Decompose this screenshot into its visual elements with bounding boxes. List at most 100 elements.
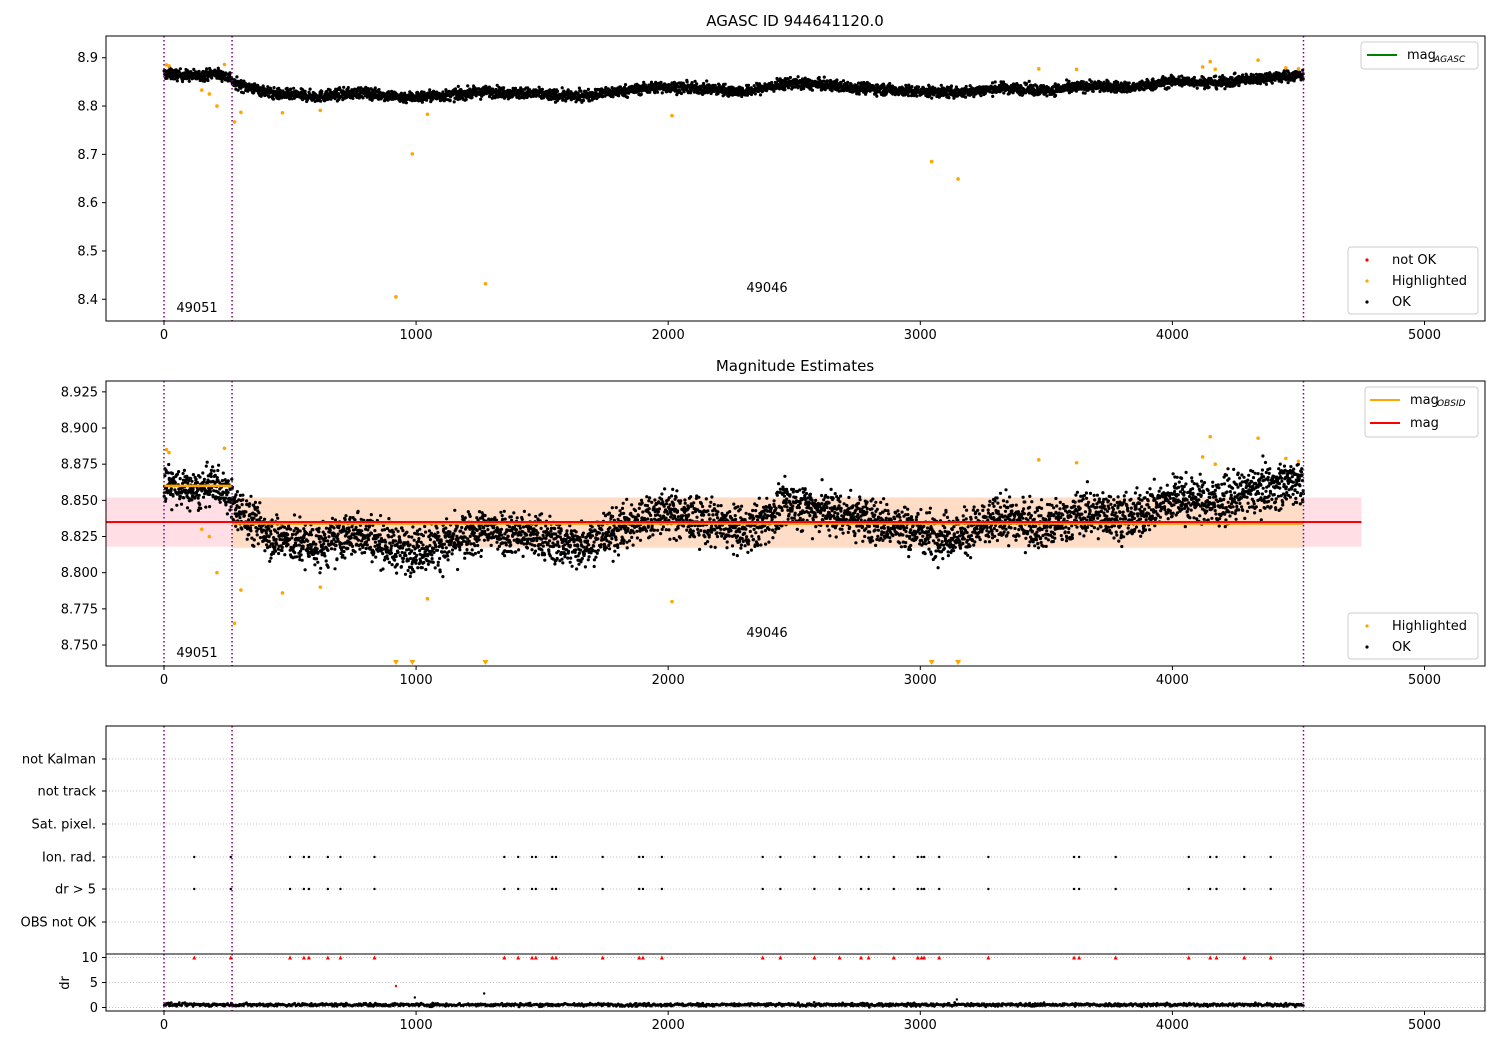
ok-point: [1067, 79, 1071, 83]
x-tick-label: 2000: [652, 328, 685, 343]
ok-point: [208, 490, 212, 494]
ok-point: [474, 94, 478, 98]
ok-point: [802, 87, 806, 91]
ok-point: [289, 87, 293, 91]
ok-point: [253, 507, 257, 511]
ok-point: [399, 91, 403, 95]
ok-point: [947, 96, 951, 100]
ok-point: [817, 75, 821, 80]
highlighted-point: [167, 64, 171, 68]
ok-point: [653, 91, 657, 95]
panel-2-title: Magnitude Estimates: [716, 357, 874, 375]
ok-point: [772, 89, 776, 93]
ok-point: [588, 99, 592, 103]
y-tick-label: 8.8: [77, 100, 98, 115]
ok-point: [197, 69, 201, 73]
highlighted-point: [1256, 58, 1260, 62]
ok-point: [561, 97, 565, 101]
ok-point: [196, 496, 200, 500]
ok-point: [1251, 73, 1256, 77]
ok-point: [660, 91, 664, 95]
ok-point: [1192, 75, 1196, 80]
ok-point: [178, 477, 182, 481]
ok-point: [1027, 79, 1031, 83]
ok-point: [990, 81, 995, 85]
legend-label-highlighted: Highlighted: [1392, 274, 1467, 289]
y-tick-label: 8.4: [77, 293, 98, 308]
legend-marker-ok: [1365, 300, 1369, 304]
ok-point: [170, 472, 175, 476]
ok-point: [272, 86, 276, 90]
ok-point: [387, 90, 391, 94]
ok-point: [175, 503, 179, 507]
ok-point: [184, 488, 188, 492]
ok-point: [1054, 93, 1058, 98]
ok-point: [319, 99, 323, 103]
ok-point: [1172, 76, 1176, 80]
ok-point: [216, 468, 220, 473]
ok-point: [200, 489, 204, 493]
ok-point: [862, 80, 866, 85]
highlighted-point: [670, 113, 674, 118]
ok-point: [226, 490, 230, 494]
ok-point: [190, 498, 194, 502]
ok-point: [252, 538, 256, 542]
ok-point: [208, 505, 212, 509]
ok-point: [915, 94, 919, 98]
y-tick-label: 8.9: [77, 51, 98, 66]
ok-point: [491, 87, 495, 91]
ok-point: [500, 95, 504, 99]
ok-point: [622, 85, 627, 89]
x-tick-label: 5000: [1408, 328, 1441, 343]
ok-point: [216, 479, 220, 483]
ok-point: [167, 462, 171, 467]
ok-point: [818, 78, 822, 83]
ok-point: [222, 490, 226, 495]
ok-point: [1127, 81, 1131, 85]
ok-point: [1177, 75, 1181, 79]
x-tick-label: 4000: [1156, 328, 1189, 343]
ok-point: [240, 503, 244, 507]
panel-1-plot-area: [162, 36, 1305, 321]
ok-point: [234, 506, 238, 510]
ok-point: [566, 88, 570, 92]
ok-point: [258, 501, 262, 505]
highlighted-point: [394, 295, 398, 299]
ok-point: [1012, 82, 1016, 87]
ok-point: [822, 75, 826, 79]
ok-point: [949, 84, 954, 88]
ok-point: [232, 497, 236, 501]
ok-point: [257, 511, 261, 515]
ok-point: [249, 529, 253, 533]
ok-point: [247, 504, 251, 508]
ok-point: [1180, 74, 1184, 78]
ok-point: [192, 491, 196, 495]
ok-point: [267, 95, 271, 99]
ok-point: [910, 85, 914, 89]
highlighted-point: [215, 104, 219, 108]
panel-agasc: AGASC ID 944641120.0 0 1000 2000 3000 4000 50…: [77, 12, 1486, 343]
ok-point: [166, 471, 170, 475]
ok-point: [228, 71, 232, 75]
panel-2-plot-area: [106, 381, 1362, 666]
ok-point: [404, 101, 408, 105]
ok-point: [228, 508, 232, 512]
ok-point: [207, 492, 211, 497]
ok-point: [169, 491, 173, 495]
ok-point: [240, 527, 244, 531]
ok-point: [502, 86, 506, 90]
ok-point: [1233, 83, 1237, 87]
ok-point: [198, 502, 202, 507]
ok-point: [939, 83, 943, 87]
ok-point: [954, 85, 959, 89]
ok-point: [264, 92, 268, 97]
ok-point: [212, 489, 216, 493]
ok-point: [473, 86, 477, 90]
ok-point: [209, 472, 213, 476]
legend-box: [1347, 246, 1479, 315]
ok-point: [579, 89, 583, 93]
ok-point: [252, 503, 256, 507]
legend-sub-agasc: AGASC: [1433, 55, 1466, 65]
ok-point: [639, 92, 643, 96]
ok-point: [796, 75, 800, 79]
